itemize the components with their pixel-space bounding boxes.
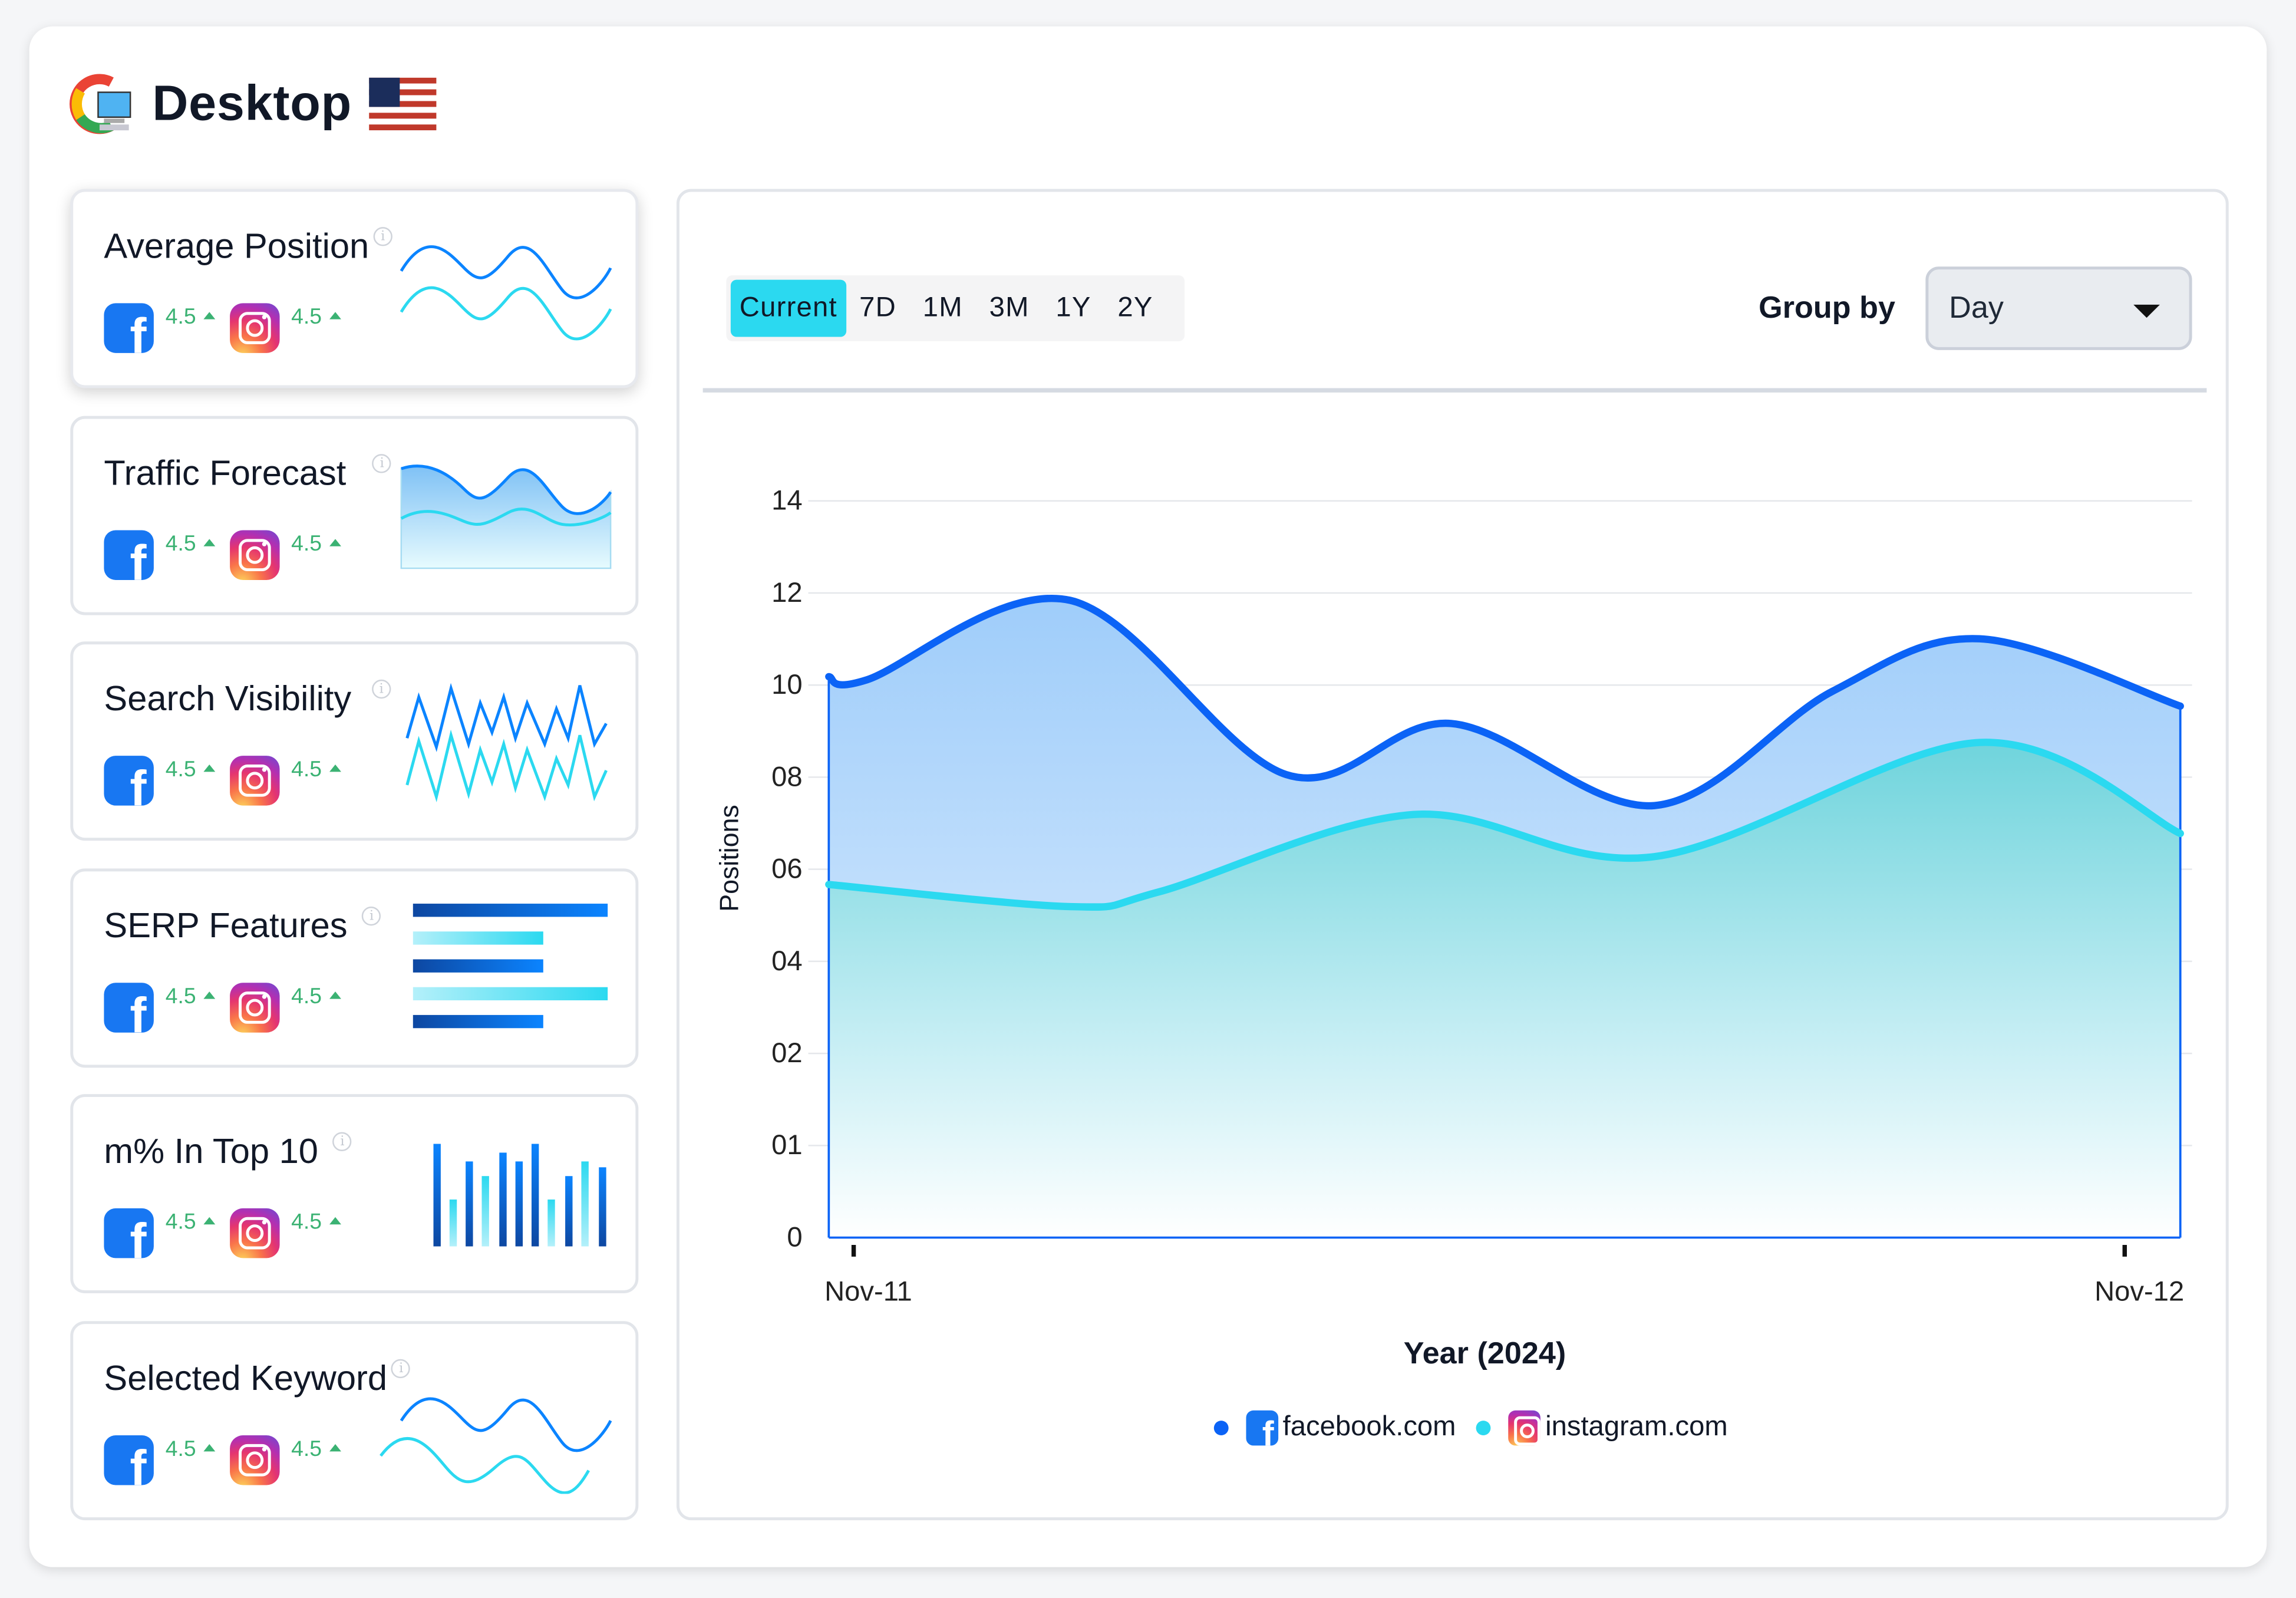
- range-selector: Current 7D 1M 3M 1Y 2Y: [726, 275, 1185, 341]
- facebook-icon: f: [104, 756, 154, 806]
- instagram-legend-dot: [1476, 1421, 1492, 1436]
- info-icon[interactable]: i: [362, 907, 381, 926]
- y-tick-label: 02: [771, 1037, 803, 1069]
- group-by-select[interactable]: Day: [1925, 266, 2192, 350]
- sparkline-hbar: [413, 904, 608, 1029]
- header: Desktop: [67, 70, 437, 137]
- y-tick-label: 08: [771, 761, 803, 792]
- facebook-value: 4.5: [166, 1436, 215, 1461]
- legend-instagram[interactable]: instagram.com: [1545, 1412, 1728, 1443]
- info-icon[interactable]: i: [373, 227, 392, 246]
- facebook-value: 4.5: [166, 1210, 215, 1234]
- sparkline-vbar: [433, 1144, 606, 1247]
- instagram-icon: [229, 1208, 280, 1258]
- metric-card-selected-keyword[interactable]: Selected Keyword i f 4.5 4.5: [70, 1321, 639, 1521]
- us-flag-icon: [369, 77, 437, 131]
- sparkline-area: [400, 464, 612, 569]
- metric-card-average-position[interactable]: Average Position i f 4.5 4.5: [70, 189, 639, 388]
- facebook-icon: f: [1246, 1410, 1279, 1446]
- y-tick-label: 0: [787, 1221, 802, 1253]
- page-title: Desktop: [152, 75, 352, 131]
- instagram-value: 4.5: [291, 532, 341, 556]
- y-tick-label: 10: [771, 669, 803, 700]
- range-current[interactable]: Current: [730, 279, 846, 337]
- chart-legend: f facebook.com instagram.com: [1213, 1410, 1728, 1446]
- instagram-icon: [229, 303, 280, 353]
- line-facebook: [825, 594, 2184, 810]
- chart-panel: Current 7D 1M 3M 1Y 2Y Group by Day 0 01 0…: [676, 189, 2229, 1521]
- metric-card-traffic-forecast[interactable]: Traffic Forecast i f 4.5 4.5: [70, 416, 639, 615]
- sparkline-line: [400, 245, 612, 341]
- instagram-value: 4.5: [291, 757, 341, 782]
- facebook-value: 4.5: [166, 305, 215, 330]
- facebook-icon: f: [104, 303, 154, 353]
- metric-title: Traffic Forecast: [104, 454, 347, 494]
- metric-card-serp-features[interactable]: SERP Features i f 4.5 4.5: [70, 868, 639, 1068]
- y-tick-label: 04: [771, 945, 803, 977]
- x-axis-title: Year (2024): [1404, 1336, 1566, 1370]
- range-1y[interactable]: 1Y: [1055, 292, 1091, 324]
- metric-card-search-visibility[interactable]: Search Visibility i f 4.5 4.5: [70, 641, 639, 841]
- y-tick-label: 01: [771, 1129, 803, 1161]
- y-tick-label: 14: [771, 485, 803, 516]
- range-1m[interactable]: 1M: [922, 292, 963, 324]
- facebook-value: 4.5: [166, 532, 215, 556]
- info-icon[interactable]: i: [372, 454, 392, 473]
- instagram-icon: [229, 530, 280, 580]
- metric-title: Selected Keyword: [104, 1359, 388, 1399]
- google-desktop-icon: [70, 74, 131, 134]
- instagram-value: 4.5: [291, 1210, 341, 1234]
- y-axis-title: Positions: [715, 805, 744, 911]
- sparkline-zigzag: [405, 683, 608, 802]
- metric-title: Search Visibility: [104, 679, 352, 719]
- info-icon[interactable]: i: [391, 1359, 411, 1379]
- info-icon[interactable]: i: [372, 679, 391, 699]
- x-tick-label: Nov-12: [2094, 1276, 2184, 1307]
- group-by-label: Group by: [1759, 291, 1896, 325]
- instagram-icon: [1508, 1410, 1541, 1446]
- x-tick-label: Nov-11: [824, 1276, 912, 1307]
- metric-title: m% In Top 10: [104, 1132, 318, 1172]
- metric-title: SERP Features: [104, 907, 348, 947]
- area-instagram: [829, 742, 2180, 1238]
- info-icon[interactable]: i: [332, 1132, 352, 1151]
- y-tick-label: 06: [771, 854, 803, 885]
- range-7d[interactable]: 7D: [859, 292, 897, 324]
- instagram-value: 4.5: [291, 1436, 341, 1461]
- instagram-icon: [229, 1435, 280, 1485]
- instagram-value: 4.5: [291, 984, 341, 1009]
- instagram-icon: [229, 983, 280, 1033]
- caret-down-icon: [2133, 304, 2160, 318]
- instagram-value: 4.5: [291, 305, 341, 330]
- metric-title: Average Position: [104, 227, 370, 267]
- line-instagram: [825, 739, 2184, 911]
- facebook-legend-dot: [1213, 1421, 1229, 1436]
- legend-facebook[interactable]: facebook.com: [1282, 1412, 1456, 1443]
- range-3m[interactable]: 3M: [989, 292, 1030, 324]
- metric-card-top-10[interactable]: m% In Top 10 i f 4.5 4.5: [70, 1094, 639, 1293]
- instagram-icon: [229, 756, 280, 806]
- facebook-icon: f: [104, 1208, 154, 1258]
- divider: [702, 388, 2207, 393]
- facebook-value: 4.5: [166, 984, 215, 1009]
- facebook-icon: f: [104, 530, 154, 580]
- group-by-value: Day: [1949, 291, 2004, 325]
- y-tick-label: 12: [771, 577, 803, 608]
- facebook-value: 4.5: [166, 757, 215, 782]
- positions-chart: 0 01 02 04 06 08 10 12 14 Nov-11 Nov-12 Year (2024)…: [715, 485, 2192, 1370]
- sparkline-line: [380, 1397, 612, 1494]
- facebook-icon: f: [104, 983, 154, 1033]
- facebook-icon: f: [104, 1435, 154, 1485]
- range-2y[interactable]: 2Y: [1117, 292, 1153, 324]
